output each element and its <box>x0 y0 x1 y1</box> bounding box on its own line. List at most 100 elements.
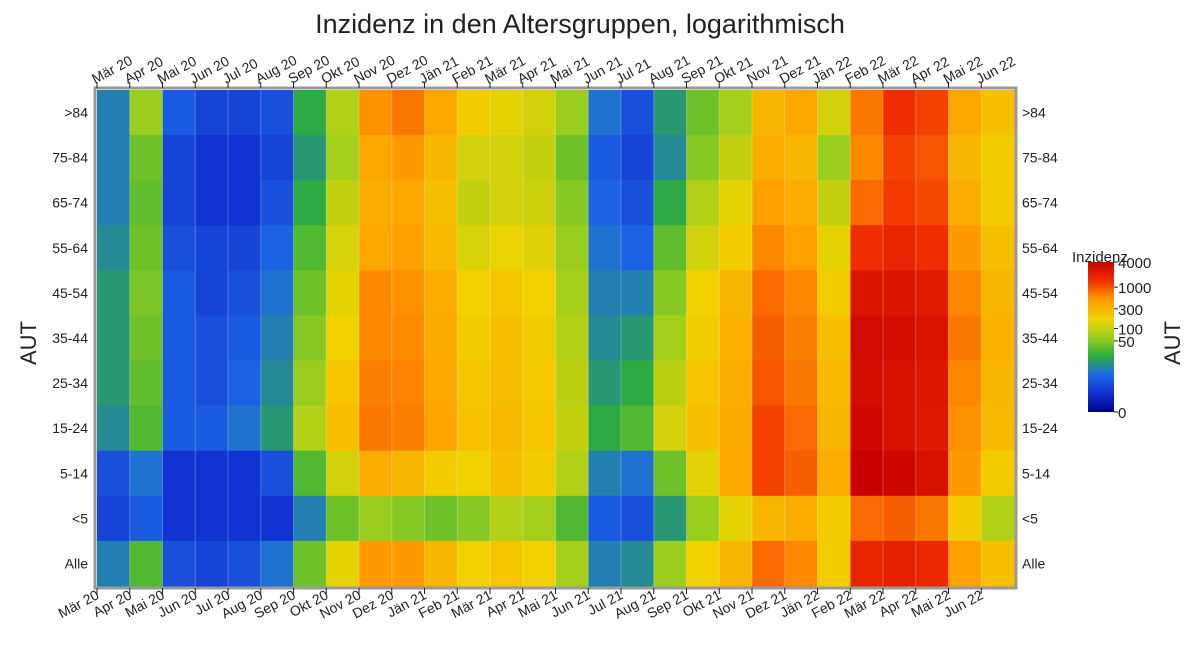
heatmap-cell <box>621 540 655 587</box>
heatmap-cell <box>752 270 786 317</box>
heatmap-cell <box>653 225 688 271</box>
heatmap-cell <box>228 540 262 587</box>
heatmap-cell <box>981 270 1015 317</box>
heatmap-cell <box>129 180 164 226</box>
heatmap-cell <box>97 270 131 317</box>
heatmap-cell <box>752 405 786 452</box>
heatmap-cell <box>588 225 622 271</box>
heatmap-cell <box>195 495 229 542</box>
heatmap-cell <box>129 270 164 317</box>
row-label-right: <5 <box>1022 510 1038 526</box>
heatmap-cell <box>457 495 491 542</box>
heatmap-cell <box>490 405 524 452</box>
heatmap-cell <box>817 225 851 271</box>
heatmap-cell <box>162 360 196 407</box>
colorbar-tick-label: 50 <box>1118 334 1135 351</box>
heatmap-cell <box>850 180 884 226</box>
row-label-right: 5-14 <box>1022 465 1050 481</box>
heatmap-cell <box>522 270 557 317</box>
heatmap-cell <box>97 180 131 226</box>
heatmap-cell <box>326 135 360 181</box>
heatmap-cell <box>228 360 262 407</box>
heatmap-cell <box>326 360 360 407</box>
heatmap-cell <box>359 315 393 362</box>
heatmap-cell <box>457 225 491 271</box>
heatmap-cell <box>326 270 360 317</box>
heatmap-cell <box>260 225 295 271</box>
heatmap-cell <box>850 90 884 136</box>
heatmap-cell <box>490 135 524 181</box>
heatmap-cell <box>424 495 458 542</box>
heatmap-cell <box>653 540 688 587</box>
heatmap-cell <box>981 180 1015 226</box>
colorbar-tick-label: 100 <box>1118 322 1143 339</box>
heatmap-cell <box>948 495 982 542</box>
heatmap-cell <box>457 540 491 587</box>
heatmap-cell <box>621 180 655 226</box>
heatmap-cell <box>915 450 950 497</box>
heatmap-cell <box>359 225 393 271</box>
heatmap-cell <box>129 495 164 542</box>
heatmap-cell <box>457 180 491 226</box>
heatmap-cell <box>588 450 622 497</box>
heatmap-cell <box>686 540 720 587</box>
row-label-right: 75-84 <box>1022 150 1058 166</box>
heatmap-cell <box>686 405 720 452</box>
heatmap-cell <box>228 135 262 181</box>
colorbar-tick-label: 4000 <box>1118 255 1151 272</box>
heatmap-cell <box>228 270 262 317</box>
heatmap-cell <box>555 315 589 362</box>
heatmap-cell <box>621 135 655 181</box>
heatmap-cell <box>359 495 393 542</box>
heatmap-cell <box>850 540 884 587</box>
heatmap-cell <box>522 540 557 587</box>
heatmap-cell <box>981 315 1015 362</box>
heatmap-cell <box>752 450 786 497</box>
heatmap-cell <box>719 135 753 181</box>
heatmap-cell <box>457 450 491 497</box>
heatmap-cell <box>490 315 524 362</box>
heatmap-cell <box>293 180 327 226</box>
heatmap-cell <box>915 270 950 317</box>
heatmap-cell <box>784 540 819 587</box>
heatmap-cell <box>129 135 164 181</box>
heatmap-cell <box>719 180 753 226</box>
heatmap-cell <box>555 495 589 542</box>
heatmap-cell <box>883 360 917 407</box>
heatmap-cell <box>391 495 426 542</box>
heatmap-cell <box>915 540 950 587</box>
heatmap-cell <box>653 360 688 407</box>
heatmap-cell <box>162 90 196 136</box>
heatmap-cell <box>424 90 458 136</box>
heatmap-cell <box>391 540 426 587</box>
heatmap-cell <box>915 360 950 407</box>
heatmap-cell <box>883 225 917 271</box>
heatmap-cell <box>817 495 851 542</box>
heatmap-cell <box>97 450 131 497</box>
row-label-left: 15-24 <box>52 420 88 436</box>
heatmap-cell <box>883 540 917 587</box>
heatmap-cell <box>293 270 327 317</box>
heatmap-cell <box>260 180 295 226</box>
heatmap-cell <box>162 315 196 362</box>
heatmap-cell <box>653 90 688 136</box>
heatmap-cell <box>195 450 229 497</box>
row-label-left: <5 <box>72 510 88 526</box>
heatmap-cell <box>522 315 557 362</box>
heatmap-cell <box>326 540 360 587</box>
heatmap-cell <box>555 360 589 407</box>
heatmap-cell <box>981 405 1015 452</box>
heatmap-cell <box>784 270 819 317</box>
heatmap-cell <box>817 315 851 362</box>
heatmap-cell <box>817 270 851 317</box>
heatmap-cell <box>555 405 589 452</box>
chart-title: Inzidenz in den Altersgruppen, logarithm… <box>315 9 845 39</box>
heatmap-cell <box>719 90 753 136</box>
heatmap-cell <box>391 270 426 317</box>
heatmap-cell <box>653 450 688 497</box>
heatmap-cell <box>850 315 884 362</box>
heatmap-cell <box>457 405 491 452</box>
heatmap-cell <box>817 135 851 181</box>
heatmap-cell <box>784 90 819 136</box>
heatmap-cell <box>817 180 851 226</box>
